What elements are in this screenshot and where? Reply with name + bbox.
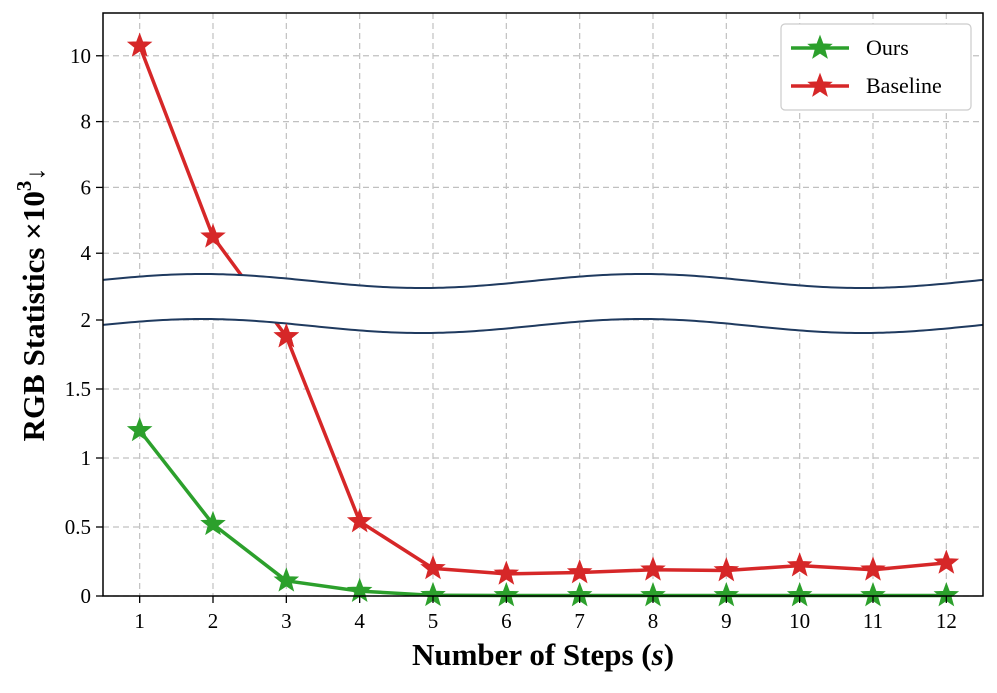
data-point-baseline-6	[493, 560, 520, 585]
data-point-baseline-8	[640, 556, 666, 581]
data-point-baseline-3-overlay	[273, 323, 300, 348]
data-point-baseline-7	[566, 559, 593, 584]
y-tick-label-2: 0.5	[65, 515, 91, 539]
series-ours	[126, 416, 960, 607]
data-point-ours-2	[200, 510, 226, 536]
y-axis-label-text: RGB Statistics ×10	[16, 191, 51, 441]
x-axis-label: Number of Steps (s)	[412, 637, 674, 672]
x-tick-label-3: 3	[281, 609, 292, 633]
data-point-baseline-11	[860, 556, 886, 581]
y-tick-label-5: 2	[81, 308, 92, 332]
legend-label-baseline: Baseline	[866, 73, 942, 98]
data-point-baseline-12	[933, 549, 960, 574]
x-axis-label-text: Number of Steps (	[412, 637, 652, 672]
axis-break-bottom-line	[102, 317, 984, 335]
legend-item-ours: Ours	[791, 34, 909, 60]
axis-break-top-line	[102, 272, 984, 290]
y-tick-label-9: 10	[70, 44, 91, 68]
axis-break-fill	[103, 274, 983, 333]
x-tick-label-6: 6	[501, 609, 512, 633]
x-tick-label-11: 11	[863, 609, 883, 633]
x-axis-label-var: s	[651, 637, 664, 672]
series-layer	[102, 32, 984, 607]
data-point-ours-1	[126, 416, 153, 442]
x-tick-label-7: 7	[574, 609, 585, 633]
legend-item-baseline: Baseline	[791, 72, 942, 98]
data-point-baseline-1	[126, 32, 153, 57]
data-point-baseline-2	[200, 223, 226, 248]
legend-items: Ours Baseline	[791, 34, 942, 98]
plot-frame	[102, 12, 984, 597]
data-point-baseline-10	[786, 552, 813, 577]
x-tick-label-2: 2	[208, 609, 219, 633]
data-point-baseline-4	[346, 508, 373, 533]
y-tick-label-7: 6	[81, 175, 92, 199]
x-tick-label-5: 5	[428, 609, 439, 633]
x-tick-label-1: 1	[134, 609, 145, 633]
y-tick-label-1: 0	[81, 584, 92, 608]
legend-marker-ours	[807, 34, 833, 59]
legend-marker-baseline	[807, 72, 833, 97]
x-axis-label-close: )	[664, 637, 674, 672]
x-tick-label-8: 8	[648, 609, 659, 633]
y-tick-label-8: 8	[81, 110, 92, 134]
y-tick-label-6: 4	[81, 241, 92, 265]
x-tick-label-10: 10	[789, 609, 810, 633]
x-tick-label-4: 4	[354, 609, 365, 633]
y-tick-label-4: 1.5	[65, 377, 91, 401]
legend: Ours Baseline	[780, 23, 972, 111]
y-axis-label: RGB Statistics ×103↓	[12, 168, 51, 442]
data-point-baseline-9	[713, 557, 740, 582]
y-tick-label-3: 1	[81, 446, 92, 470]
y-axis-label-arrow: ↓	[21, 168, 50, 181]
x-tick-label-9: 9	[721, 609, 732, 633]
legend-label-ours: Ours	[866, 35, 909, 60]
series-line-ours	[138, 429, 947, 598]
data-point-baseline-5	[420, 554, 446, 580]
data-point-ours-3	[273, 567, 300, 592]
x-tick-label-12: 12	[936, 609, 957, 633]
y-axis-label-sup: 3	[12, 181, 36, 192]
